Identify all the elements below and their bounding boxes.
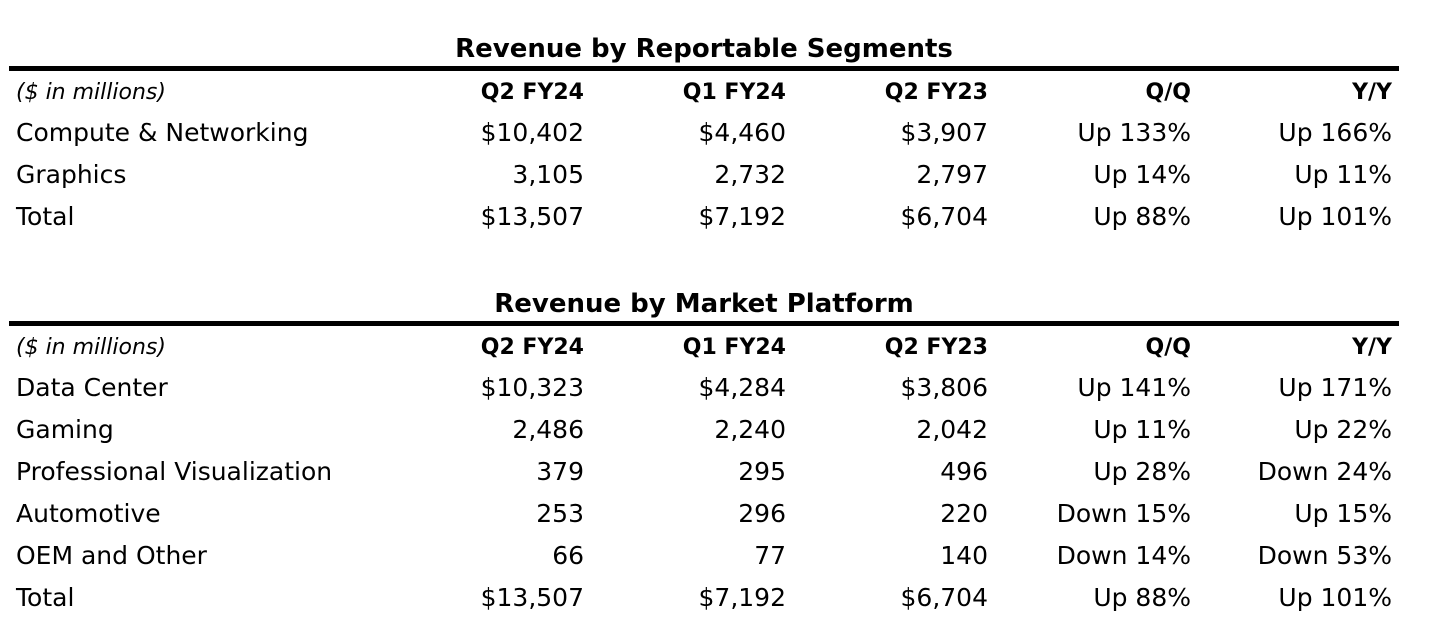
- row-label: Professional Visualization: [16, 456, 333, 486]
- table-row: Graphics 3,105 2,732 2,797 Up 14% Up 11%: [9, 153, 1399, 195]
- row-label: OEM and Other: [16, 540, 207, 570]
- cell-qq: Up 11%: [1093, 414, 1191, 444]
- segments-title: Revenue by Reportable Segments: [455, 34, 953, 64]
- table-row: OEM and Other 66 77 140 Down 14% Down 53…: [9, 534, 1399, 576]
- cell-q2fy23: $6,704: [900, 582, 988, 612]
- segments-col-yy: Y/Y: [1352, 79, 1392, 105]
- cell-qq: Down 14%: [1056, 540, 1191, 570]
- platform-col-q2fy24: Q2 FY24: [480, 334, 584, 360]
- cell-yy: Down 24%: [1257, 456, 1392, 486]
- cell-q2fy24: 253: [536, 498, 584, 528]
- platform-col-qq: Q/Q: [1145, 334, 1191, 360]
- cell-q1fy24: 295: [738, 456, 786, 486]
- cell-yy: Up 22%: [1294, 414, 1392, 444]
- cell-q2fy23: 2,042: [916, 414, 988, 444]
- table-row: Data Center $10,323 $4,284 $3,806 Up 141…: [9, 366, 1399, 408]
- segments-header-row: ($ in millions) Q2 FY24 Q1 FY24 Q2 FY23 …: [9, 73, 1399, 111]
- cell-q2fy24: $10,323: [480, 372, 584, 402]
- row-label: Automotive: [16, 498, 161, 528]
- table-row: Professional Visualization 379 295 496 U…: [9, 450, 1399, 492]
- cell-yy: Up 101%: [1278, 582, 1392, 612]
- platform-units-label: ($ in millions): [16, 334, 166, 360]
- cell-qq: Up 28%: [1093, 456, 1191, 486]
- cell-yy: Up 101%: [1278, 201, 1392, 231]
- cell-q2fy24: $13,507: [480, 201, 584, 231]
- segments-col-q1fy24: Q1 FY24: [682, 79, 786, 105]
- segments-table: Revenue by Reportable Segments ($ in mil…: [9, 32, 1399, 237]
- platform-col-q2fy23: Q2 FY23: [884, 334, 988, 360]
- table-row: Total $13,507 $7,192 $6,704 Up 88% Up 10…: [9, 195, 1399, 237]
- cell-qq: Up 88%: [1093, 582, 1191, 612]
- segments-title-rule: [9, 66, 1399, 71]
- cell-qq: Up 133%: [1077, 117, 1191, 147]
- cell-q2fy23: $3,806: [900, 372, 988, 402]
- table-row: Automotive 253 296 220 Down 15% Up 15%: [9, 492, 1399, 534]
- cell-q2fy24: 379: [536, 456, 584, 486]
- cell-q2fy23: 2,797: [916, 159, 988, 189]
- cell-qq: Up 14%: [1093, 159, 1191, 189]
- cell-q1fy24: $7,192: [698, 582, 786, 612]
- segments-col-q2fy24: Q2 FY24: [480, 79, 584, 105]
- platform-table: Revenue by Market Platform ($ in million…: [9, 287, 1399, 618]
- row-label: Graphics: [16, 159, 127, 189]
- row-label: Data Center: [16, 372, 168, 402]
- cell-qq: Up 88%: [1093, 201, 1191, 231]
- table-row: Gaming 2,486 2,240 2,042 Up 11% Up 22%: [9, 408, 1399, 450]
- cell-q1fy24: 2,240: [714, 414, 786, 444]
- platform-title-rule: [9, 321, 1399, 326]
- table-row: Compute & Networking $10,402 $4,460 $3,9…: [9, 111, 1399, 153]
- cell-q2fy24: 3,105: [512, 159, 584, 189]
- segments-col-q2fy23: Q2 FY23: [884, 79, 988, 105]
- cell-q2fy23: 496: [940, 456, 988, 486]
- cell-q2fy24: $10,402: [480, 117, 584, 147]
- cell-q2fy24: 66: [552, 540, 584, 570]
- cell-q2fy23: $3,907: [900, 117, 988, 147]
- cell-q1fy24: 296: [738, 498, 786, 528]
- cell-q1fy24: $4,284: [698, 372, 786, 402]
- platform-col-yy: Y/Y: [1352, 334, 1392, 360]
- cell-q1fy24: 2,732: [714, 159, 786, 189]
- cell-q2fy24: 2,486: [512, 414, 584, 444]
- cell-q1fy24: 77: [754, 540, 786, 570]
- cell-yy: Down 53%: [1257, 540, 1392, 570]
- cell-q2fy23: $6,704: [900, 201, 988, 231]
- cell-q2fy23: 220: [940, 498, 988, 528]
- platform-header-row: ($ in millions) Q2 FY24 Q1 FY24 Q2 FY23 …: [9, 328, 1399, 366]
- row-label: Total: [16, 201, 75, 231]
- cell-q1fy24: $4,460: [698, 117, 786, 147]
- cell-qq: Up 141%: [1077, 372, 1191, 402]
- cell-yy: Up 171%: [1278, 372, 1392, 402]
- cell-q2fy24: $13,507: [480, 582, 584, 612]
- row-label: Compute & Networking: [16, 117, 309, 147]
- segments-col-qq: Q/Q: [1145, 79, 1191, 105]
- cell-yy: Up 15%: [1294, 498, 1392, 528]
- segments-units-label: ($ in millions): [16, 79, 166, 105]
- row-label: Gaming: [16, 414, 114, 444]
- cell-qq: Down 15%: [1056, 498, 1191, 528]
- platform-title: Revenue by Market Platform: [494, 289, 914, 319]
- cell-yy: Up 166%: [1278, 117, 1392, 147]
- cell-q2fy23: 140: [940, 540, 988, 570]
- cell-yy: Up 11%: [1294, 159, 1392, 189]
- platform-col-q1fy24: Q1 FY24: [682, 334, 786, 360]
- row-label: Total: [16, 582, 75, 612]
- table-row: Total $13,507 $7,192 $6,704 Up 88% Up 10…: [9, 576, 1399, 618]
- cell-q1fy24: $7,192: [698, 201, 786, 231]
